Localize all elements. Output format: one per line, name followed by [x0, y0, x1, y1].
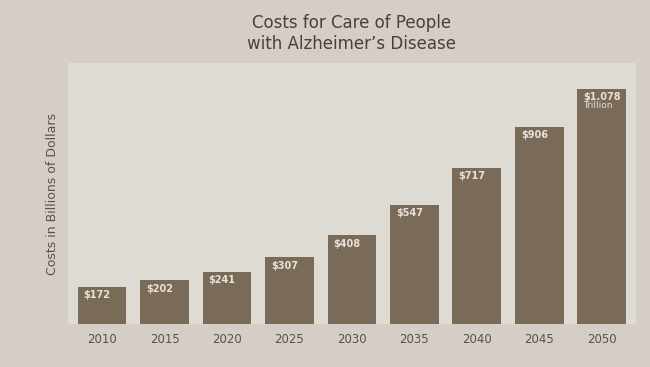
- Bar: [577, 89, 626, 324]
- Bar: [328, 235, 376, 324]
- Text: $717: $717: [458, 171, 486, 181]
- Bar: [390, 205, 439, 324]
- Y-axis label: Costs in Billions of Dollars: Costs in Billions of Dollars: [46, 113, 59, 275]
- Bar: [452, 168, 501, 324]
- Text: $547: $547: [396, 208, 423, 218]
- Bar: [515, 127, 564, 324]
- Title: Costs for Care of People
with Alzheimer’s Disease: Costs for Care of People with Alzheimer’…: [248, 14, 456, 53]
- Bar: [78, 287, 127, 324]
- Bar: [140, 280, 189, 324]
- Text: $408: $408: [333, 239, 361, 249]
- Bar: [203, 272, 252, 324]
- Text: $241: $241: [209, 275, 235, 285]
- Text: $172: $172: [84, 290, 111, 300]
- Text: $906: $906: [521, 130, 548, 140]
- Text: $1.078: $1.078: [583, 92, 621, 102]
- Text: $307: $307: [271, 261, 298, 271]
- Text: $202: $202: [146, 284, 173, 294]
- Bar: [265, 257, 314, 324]
- Text: Trillion: Trillion: [583, 101, 613, 110]
